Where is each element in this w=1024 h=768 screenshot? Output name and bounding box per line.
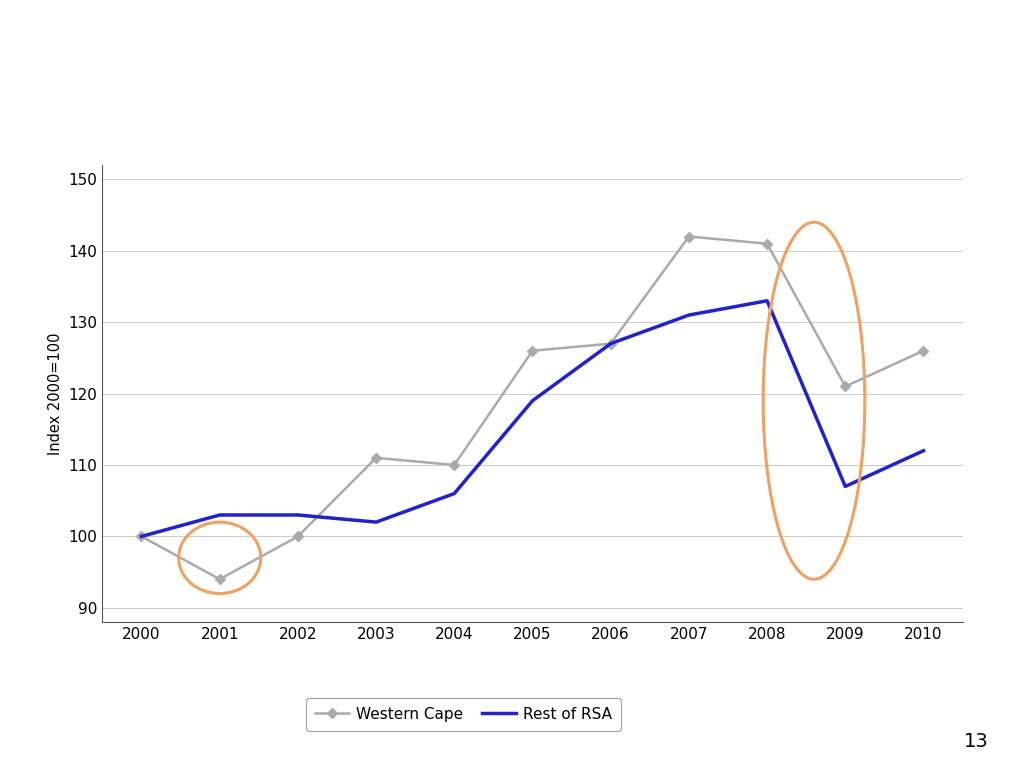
Rest of RSA	[292, 511, 304, 520]
Line: Rest of RSA: Rest of RSA	[141, 301, 924, 536]
Western Cape	[604, 339, 616, 348]
Text: RSA, 2000- 2010: RSA, 2000- 2010	[311, 99, 713, 141]
Rest of RSA	[918, 446, 930, 455]
Western Cape	[292, 531, 304, 541]
Western Cape	[135, 531, 147, 541]
Rest of RSA	[604, 339, 616, 348]
Rest of RSA	[839, 482, 851, 491]
Y-axis label: Index 2000=100: Index 2000=100	[48, 333, 63, 455]
Western Cape	[683, 232, 695, 241]
Western Cape	[761, 239, 773, 248]
Rest of RSA	[370, 518, 382, 527]
Text: 13: 13	[964, 732, 988, 751]
Legend: Western Cape, Rest of RSA: Western Cape, Rest of RSA	[306, 697, 622, 731]
Western Cape	[839, 382, 851, 391]
Western Cape	[370, 453, 382, 462]
Rest of RSA	[214, 511, 226, 520]
Western Cape	[526, 346, 539, 356]
Rest of RSA	[135, 531, 147, 541]
Western Cape	[449, 460, 461, 469]
Text: Real export growth: WC vs Rest of: Real export growth: WC vs Rest of	[94, 42, 930, 84]
Rest of RSA	[526, 396, 539, 406]
Rest of RSA	[683, 310, 695, 319]
Rest of RSA	[449, 489, 461, 498]
Western Cape	[918, 346, 930, 356]
Line: Western Cape: Western Cape	[137, 233, 928, 583]
Western Cape	[214, 574, 226, 584]
Rest of RSA	[761, 296, 773, 306]
